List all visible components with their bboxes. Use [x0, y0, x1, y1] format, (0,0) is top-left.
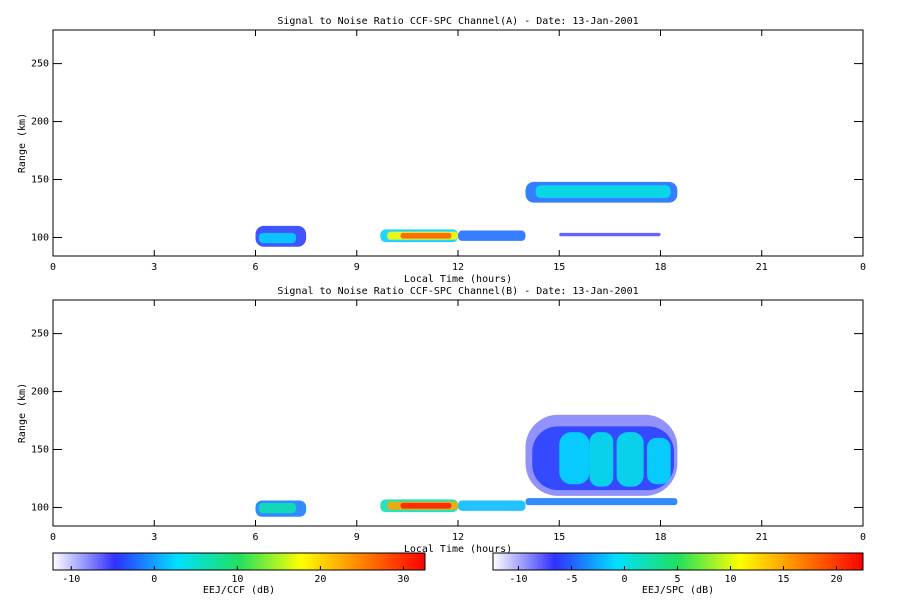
- x-tick-label: 21: [756, 262, 768, 273]
- colorbar-tick-label: 5: [674, 574, 680, 585]
- colorbar-tick-label: 20: [830, 574, 842, 585]
- colorbar-tick-label: 30: [397, 574, 409, 585]
- y-tick-label: 200: [31, 387, 49, 398]
- x-tick-label: 0: [860, 262, 866, 273]
- echo: [458, 500, 526, 511]
- colorbar-tick-label: 15: [777, 574, 789, 585]
- x-tick-label: 9: [354, 532, 360, 543]
- echo: [589, 432, 614, 487]
- x-tick-label: 12: [452, 262, 464, 273]
- y-axis-label: Range (km): [17, 113, 28, 173]
- colorbar-tick-label: -5: [565, 574, 577, 585]
- y-tick-label: 250: [31, 329, 49, 340]
- colorbar-tick-label: -10: [62, 574, 80, 585]
- echo: [258, 232, 296, 244]
- x-tick-label: 6: [252, 532, 258, 543]
- x-axis-label: Local Time (hours): [404, 544, 512, 555]
- echo: [458, 230, 526, 241]
- x-tick-label: 15: [553, 532, 565, 543]
- x-tick-label: 15: [553, 262, 565, 273]
- chart-title: Signal to Noise Ratio CCF-SPC Channel(A)…: [277, 16, 638, 27]
- x-tick-label: 6: [252, 262, 258, 273]
- echo: [616, 432, 644, 487]
- colorbar-label: EEJ/SPC (dB): [642, 585, 714, 596]
- echo: [400, 502, 452, 509]
- x-tick-label: 3: [151, 262, 157, 273]
- plot-frame: [52, 29, 864, 257]
- y-tick-label: 100: [31, 232, 49, 243]
- x-tick-label: 0: [50, 262, 56, 273]
- echo-layer: [255, 181, 678, 247]
- echo: [400, 232, 452, 239]
- plot-frame: [52, 299, 864, 527]
- echo: [647, 437, 671, 485]
- y-tick-label: 200: [31, 117, 49, 128]
- echo: [525, 498, 678, 506]
- colorbar-label: EEJ/CCF (dB): [203, 585, 275, 596]
- colorbar-tick-label: 10: [231, 574, 243, 585]
- echo: [559, 432, 590, 485]
- colorbar-tick-label: 10: [724, 574, 736, 585]
- echo: [559, 232, 661, 237]
- x-tick-label: 21: [756, 532, 768, 543]
- colorbar-tick-label: 20: [314, 574, 326, 585]
- y-tick-label: 150: [31, 445, 49, 456]
- x-tick-label: 9: [354, 262, 360, 273]
- colorbar-tick-label: -10: [509, 574, 527, 585]
- x-tick-label: 0: [860, 532, 866, 543]
- chart-title: Signal to Noise Ratio CCF-SPC Channel(B)…: [277, 286, 638, 297]
- x-tick-label: 18: [654, 262, 666, 273]
- y-axis-label: Range (km): [17, 383, 28, 443]
- x-tick-label: 3: [151, 532, 157, 543]
- x-axis-label: Local Time (hours): [404, 274, 512, 285]
- echo-layer: [255, 414, 678, 517]
- echo: [258, 502, 296, 514]
- echo: [535, 185, 671, 199]
- y-tick-label: 250: [31, 59, 49, 70]
- colorbar-tick-label: 0: [151, 574, 157, 585]
- y-tick-label: 100: [31, 502, 49, 513]
- colorbar: [492, 552, 864, 571]
- colorbar: [52, 552, 426, 571]
- y-tick-label: 150: [31, 175, 49, 186]
- x-tick-label: 18: [654, 532, 666, 543]
- x-tick-label: 0: [50, 532, 56, 543]
- colorbar-tick-label: 0: [621, 574, 627, 585]
- x-tick-label: 12: [452, 532, 464, 543]
